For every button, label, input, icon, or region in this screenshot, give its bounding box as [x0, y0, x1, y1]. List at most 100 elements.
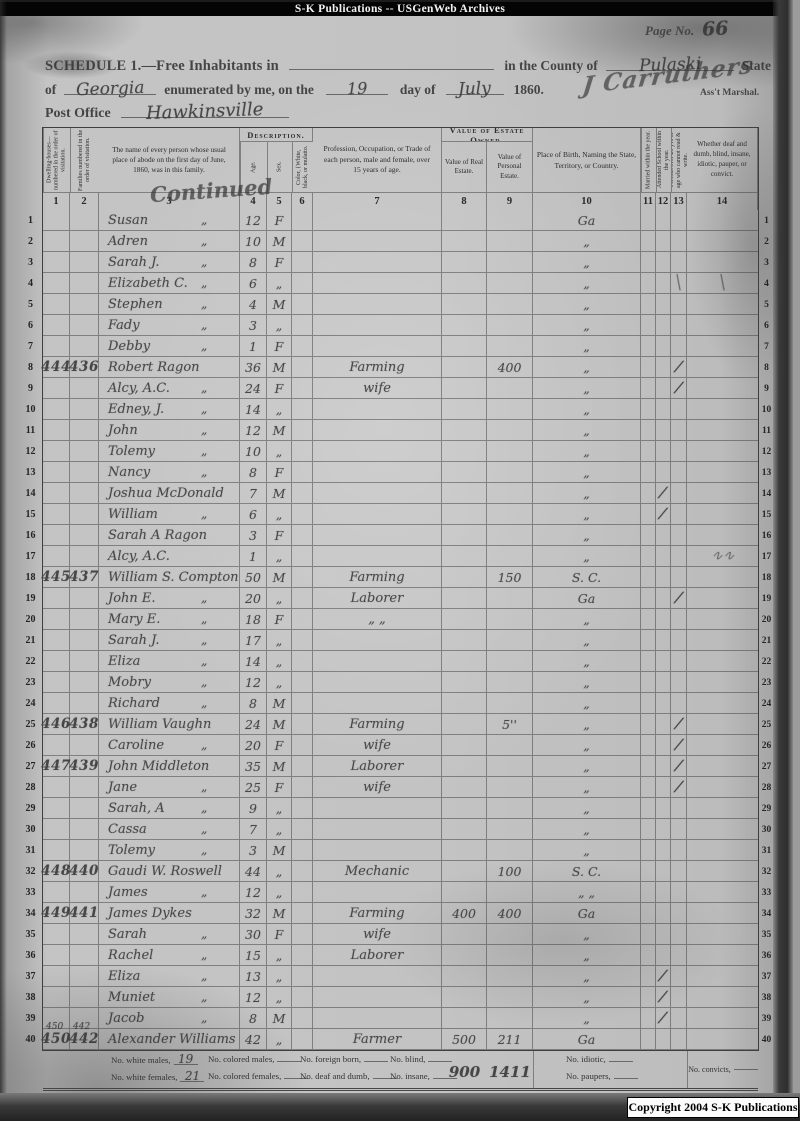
cell-married: [641, 966, 656, 986]
cell-personal-estate: [487, 609, 533, 629]
row-number: 19: [761, 593, 772, 604]
cell-age: 15: [240, 945, 267, 965]
cell-married: [641, 903, 656, 923]
cell-deaf-dumb: [687, 651, 758, 671]
header-profession: Profession, Occupation, or Trade of each…: [313, 128, 442, 192]
cell-married: [641, 693, 656, 713]
cell-deaf-dumb: [687, 735, 758, 755]
summary-item-value: [284, 1078, 309, 1079]
cell-birthplace: „: [533, 357, 641, 377]
row-number: 9: [28, 383, 33, 394]
cell-married: [641, 462, 656, 482]
table-row: Alcy, A.C. „ 24 F wife „ /: [43, 378, 758, 399]
cell-cannot-read: [671, 567, 687, 587]
cell-school: [656, 735, 671, 755]
cell-color: [292, 357, 313, 377]
row-number: 31: [25, 845, 36, 856]
row-number: 30: [25, 824, 36, 835]
cell-school: [656, 252, 671, 272]
cell-family-number: [70, 441, 99, 461]
cell-family-number: [70, 819, 99, 839]
cell-age: 3: [240, 315, 267, 335]
cell-name: Alexander Williams: [99, 1029, 240, 1049]
cell-personal-estate: [487, 399, 533, 419]
row-number: 22: [25, 656, 36, 667]
cell-birthplace: „: [533, 462, 641, 482]
cell-deaf-dumb: [687, 294, 758, 314]
row-number: 35: [761, 929, 772, 940]
table-row: Alcy, A.C. 1 „ „ ∿∿: [43, 546, 758, 567]
row-number: 4: [764, 278, 769, 289]
cell-birthplace: „: [533, 378, 641, 398]
cell-color: [292, 987, 313, 1007]
cell-family-number: [70, 273, 99, 293]
cell-sex: „: [267, 798, 292, 818]
cell-age: 4: [240, 294, 267, 314]
cell-school: [656, 525, 671, 545]
cell-cannot-read: [671, 1008, 687, 1028]
cell-sex: F: [267, 609, 292, 629]
cell-sex: F: [267, 525, 292, 545]
cell-occupation: [313, 1008, 442, 1028]
cell-cannot-read: [671, 840, 687, 860]
table-row: Muniet „ 12 „ „ /: [43, 987, 758, 1008]
cell-birthplace: „: [533, 840, 641, 860]
cell-age: 7: [240, 483, 267, 503]
cell-dwelling-number: 449: [41, 903, 71, 923]
cell-sex: „: [267, 273, 292, 293]
cell-married: [641, 945, 656, 965]
row-number: 1: [28, 215, 33, 226]
summary-convicts: No. convicts,: [687, 1051, 758, 1088]
summary-item-label: No. blind,: [390, 1054, 426, 1064]
cell-age: 8: [240, 693, 267, 713]
summary-item-label: No. colored females,: [208, 1071, 282, 1081]
cell-married: [641, 483, 656, 503]
cell-dwelling-number: [43, 336, 70, 356]
cell-dwelling-number: [43, 966, 70, 986]
cell-color: [292, 399, 313, 419]
cell-personal-estate: [487, 966, 533, 986]
cell-married: [641, 315, 656, 335]
row-number: 23: [761, 677, 772, 688]
cell-color: [292, 336, 313, 356]
cell-color: [292, 714, 313, 734]
cell-cannot-read: /: [671, 588, 687, 608]
cell-color: [292, 462, 313, 482]
archive-banner-text: S-K Publications -- USGenWeb Archives: [294, 3, 506, 15]
cell-real-estate: [442, 609, 487, 629]
cell-dwelling-number: [43, 819, 70, 839]
cell-name: Robert Ragon: [99, 357, 240, 377]
summary-item-value: [428, 1061, 453, 1062]
cell-birthplace: „: [533, 273, 641, 293]
cell-cannot-read: [671, 546, 687, 566]
cell-real-estate: [442, 882, 487, 902]
cell-sex: „: [267, 315, 292, 335]
row-number: 39: [761, 1013, 772, 1024]
cell-married: [641, 609, 656, 629]
cell-name: James „: [99, 882, 240, 902]
cell-birthplace: „: [533, 945, 641, 965]
cell-personal-estate: 400: [487, 903, 533, 923]
row-number: 7: [764, 341, 769, 352]
row-number: 29: [761, 803, 772, 814]
cell-school: [656, 399, 671, 419]
row-number: 37: [25, 971, 36, 982]
cell-occupation: [313, 966, 442, 986]
cell-occupation: [313, 231, 442, 251]
cell-sex: F: [267, 462, 292, 482]
cell-personal-estate: 100: [487, 861, 533, 881]
cell-birthplace: „: [533, 798, 641, 818]
cell-cannot-read: /: [671, 735, 687, 755]
cell-family-number: [70, 315, 99, 335]
cell-dwelling-number: [43, 441, 70, 461]
table-row: Jane „ 25 F wife „ /: [43, 777, 758, 798]
cell-age: 8: [240, 1008, 267, 1028]
cell-color: [292, 798, 313, 818]
cell-cannot-read: /: [671, 378, 687, 398]
cell-color: [292, 693, 313, 713]
cell-dwelling-number: [43, 525, 70, 545]
cell-occupation: wife: [313, 924, 442, 944]
summary-item: No. white males, 19: [111, 1053, 208, 1065]
cell-family-number: [70, 252, 99, 272]
table-row: James „ 12 „ „ „: [43, 882, 758, 903]
